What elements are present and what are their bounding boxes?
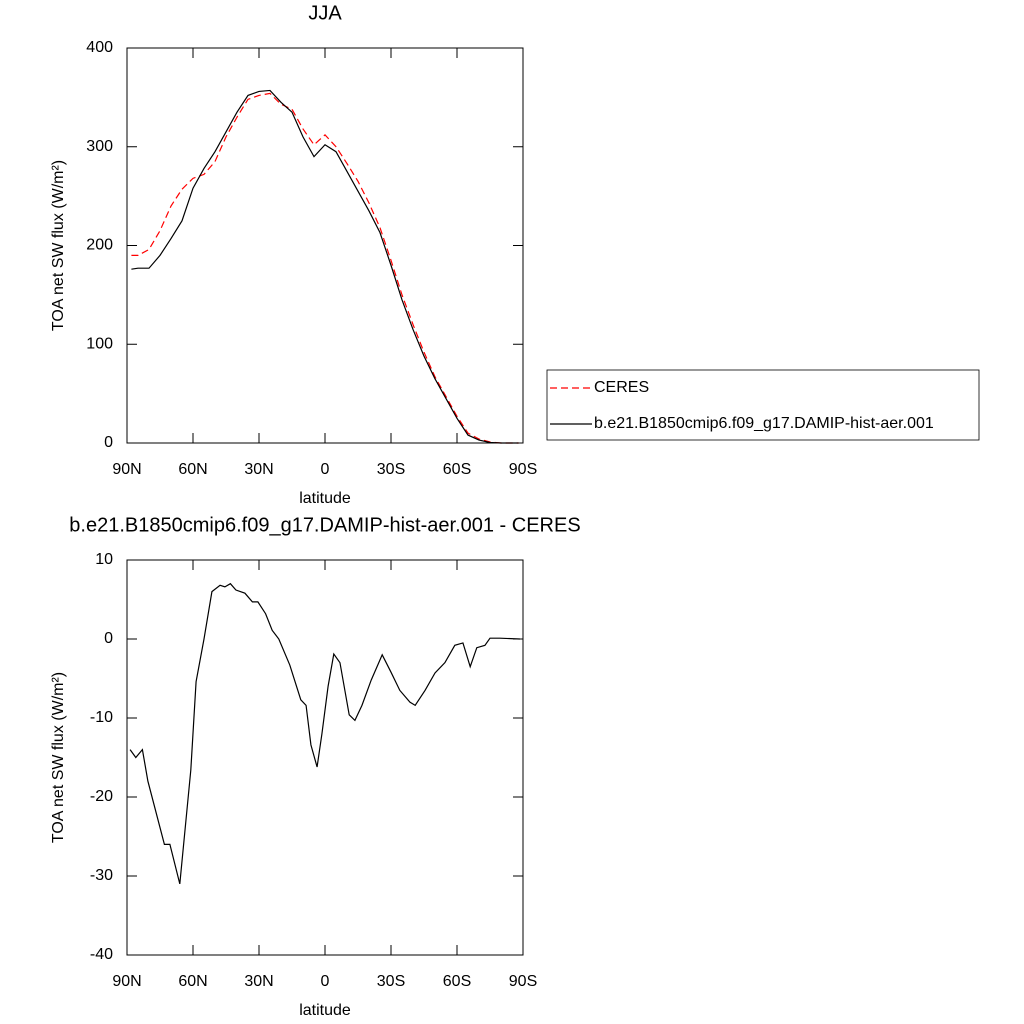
plot-frame bbox=[126, 47, 524, 444]
legend-label: CERES bbox=[594, 379, 649, 396]
x-tick-label: 0 bbox=[321, 461, 330, 478]
y-tick-label: -30 bbox=[90, 867, 113, 884]
y-tick-label: 10 bbox=[95, 551, 113, 568]
x-tick-label: 30S bbox=[377, 461, 405, 478]
y-axis-label: TOA net SW flux (W/m²) bbox=[50, 160, 67, 331]
x-tick-label: 0 bbox=[321, 973, 330, 990]
y-tick-label: -10 bbox=[90, 709, 113, 726]
x-tick-label: 30N bbox=[244, 461, 273, 478]
y-tick-label: 0 bbox=[104, 630, 113, 647]
data-line bbox=[131, 92, 519, 444]
y-tick-label: 400 bbox=[86, 39, 113, 56]
y-tick-label: 0 bbox=[104, 434, 113, 451]
x-tick-label: 60S bbox=[443, 973, 471, 990]
y-axis-label: TOA net SW flux (W/m²) bbox=[50, 672, 67, 843]
x-tick-label: 30N bbox=[244, 973, 273, 990]
x-tick-label: 90N bbox=[112, 973, 141, 990]
x-axis-label: latitude bbox=[299, 490, 351, 507]
y-tick-label: -20 bbox=[90, 788, 113, 805]
y-tick-label: 100 bbox=[86, 335, 113, 352]
data-line bbox=[129, 582, 520, 885]
x-axis-label: latitude bbox=[299, 1002, 351, 1019]
y-tick-label: 300 bbox=[86, 138, 113, 155]
plot-frame bbox=[126, 559, 524, 956]
legend-box bbox=[546, 369, 980, 441]
x-tick-label: 60S bbox=[443, 461, 471, 478]
y-tick-label: 200 bbox=[86, 237, 113, 254]
x-tick-label: 60N bbox=[178, 461, 207, 478]
x-tick-label: 90S bbox=[509, 461, 537, 478]
x-tick-label: 90N bbox=[112, 461, 141, 478]
x-tick-label: 60N bbox=[178, 973, 207, 990]
legend-label: b.e21.B1850cmip6.f09_g17.DAMIP-hist-aer.… bbox=[594, 415, 934, 432]
data-line bbox=[131, 89, 519, 444]
x-tick-label: 30S bbox=[377, 973, 405, 990]
chart-title: JJA bbox=[308, 2, 342, 24]
chart-title: b.e21.B1850cmip6.f09_g17.DAMIP-hist-aer.… bbox=[69, 514, 580, 536]
x-tick-label: 90S bbox=[509, 973, 537, 990]
y-tick-label: -40 bbox=[90, 946, 113, 963]
